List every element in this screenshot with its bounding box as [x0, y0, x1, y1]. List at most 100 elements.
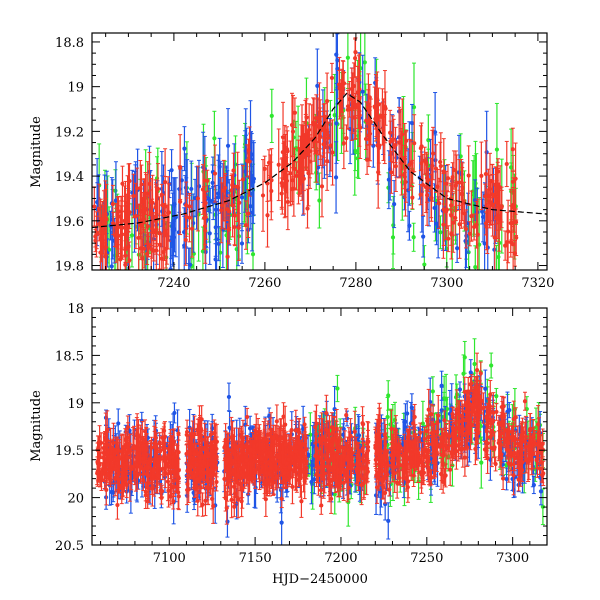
data-point-red — [262, 155, 267, 183]
data-point-red — [404, 130, 409, 152]
marker — [510, 204, 516, 210]
marker — [362, 60, 367, 65]
data-point-red — [303, 113, 308, 168]
data-point-green — [479, 436, 484, 489]
marker — [486, 193, 491, 199]
data-point-green — [411, 222, 416, 252]
data-point-red — [510, 186, 516, 228]
marker — [207, 231, 212, 236]
marker — [353, 102, 358, 107]
marker — [109, 264, 114, 269]
y-tick-label: 19.8 — [55, 260, 84, 275]
marker — [335, 386, 340, 391]
marker — [377, 143, 382, 148]
marker — [284, 146, 290, 152]
marker — [345, 55, 350, 60]
data-point-red — [146, 236, 151, 258]
marker — [315, 83, 320, 88]
marker — [449, 203, 454, 208]
marker — [298, 158, 303, 163]
marker — [360, 89, 365, 94]
data-point-green — [466, 203, 471, 270]
marker — [294, 173, 299, 179]
marker — [420, 182, 426, 188]
data-point-red — [160, 194, 165, 216]
data-point-red — [390, 115, 396, 164]
marker — [430, 163, 435, 168]
data-point-red — [349, 77, 354, 141]
data-point-red — [437, 177, 442, 229]
marker — [230, 203, 235, 208]
data-point-red — [298, 135, 303, 186]
data-point-red — [341, 60, 346, 85]
marker — [101, 220, 107, 225]
data-point-red — [195, 165, 201, 232]
marker — [430, 389, 435, 394]
marker — [237, 200, 242, 205]
marker — [97, 222, 102, 227]
marker — [489, 363, 494, 368]
marker — [498, 217, 503, 223]
data-point-red — [345, 89, 350, 130]
data-point-blue — [480, 191, 486, 243]
data-point-red — [364, 144, 370, 175]
marker — [248, 204, 253, 209]
data-point-green — [438, 215, 443, 250]
data-point-red — [111, 211, 116, 236]
marker — [330, 150, 335, 155]
marker — [269, 178, 274, 183]
marker — [388, 130, 393, 135]
marker — [513, 220, 519, 225]
marker — [469, 214, 474, 219]
marker — [144, 277, 148, 281]
top-plot-frame — [91, 32, 548, 271]
marker — [116, 209, 122, 214]
marker — [385, 414, 390, 420]
data-point-red — [104, 183, 109, 255]
marker — [317, 119, 322, 124]
marker — [375, 97, 380, 102]
marker — [451, 167, 457, 173]
marker — [155, 186, 161, 191]
marker — [466, 173, 471, 178]
marker — [187, 215, 192, 220]
data-point-red — [426, 167, 431, 193]
marker — [390, 235, 396, 240]
marker — [205, 178, 210, 183]
marker — [433, 130, 438, 135]
data-point-green — [335, 374, 340, 403]
marker — [243, 223, 249, 228]
data-point-blue — [211, 185, 216, 221]
marker — [140, 222, 145, 227]
data-point-green — [494, 387, 499, 405]
marker — [513, 176, 518, 181]
marker — [404, 138, 409, 143]
data-point-blue — [168, 235, 173, 270]
data-point-red — [230, 173, 235, 238]
marker — [266, 160, 272, 165]
y-tick-label: 19.6 — [55, 215, 84, 230]
data-point-red — [147, 151, 152, 216]
marker — [445, 176, 451, 181]
marker — [332, 113, 337, 118]
marker — [226, 239, 231, 244]
marker — [104, 278, 108, 282]
data-point-red — [441, 138, 446, 205]
data-point-red — [443, 183, 449, 241]
marker — [356, 77, 361, 82]
data-point-red — [205, 169, 210, 192]
data-point-red — [383, 91, 388, 126]
data-point-red — [388, 109, 393, 156]
marker — [280, 150, 285, 155]
data-point-red — [116, 200, 122, 223]
data-point-red — [363, 127, 369, 150]
y-tick-label: 19.2 — [55, 125, 84, 140]
marker — [127, 258, 132, 263]
marker — [466, 250, 471, 255]
data-point-green — [489, 352, 494, 379]
marker — [133, 213, 139, 219]
marker — [426, 177, 431, 182]
marker — [212, 136, 217, 141]
